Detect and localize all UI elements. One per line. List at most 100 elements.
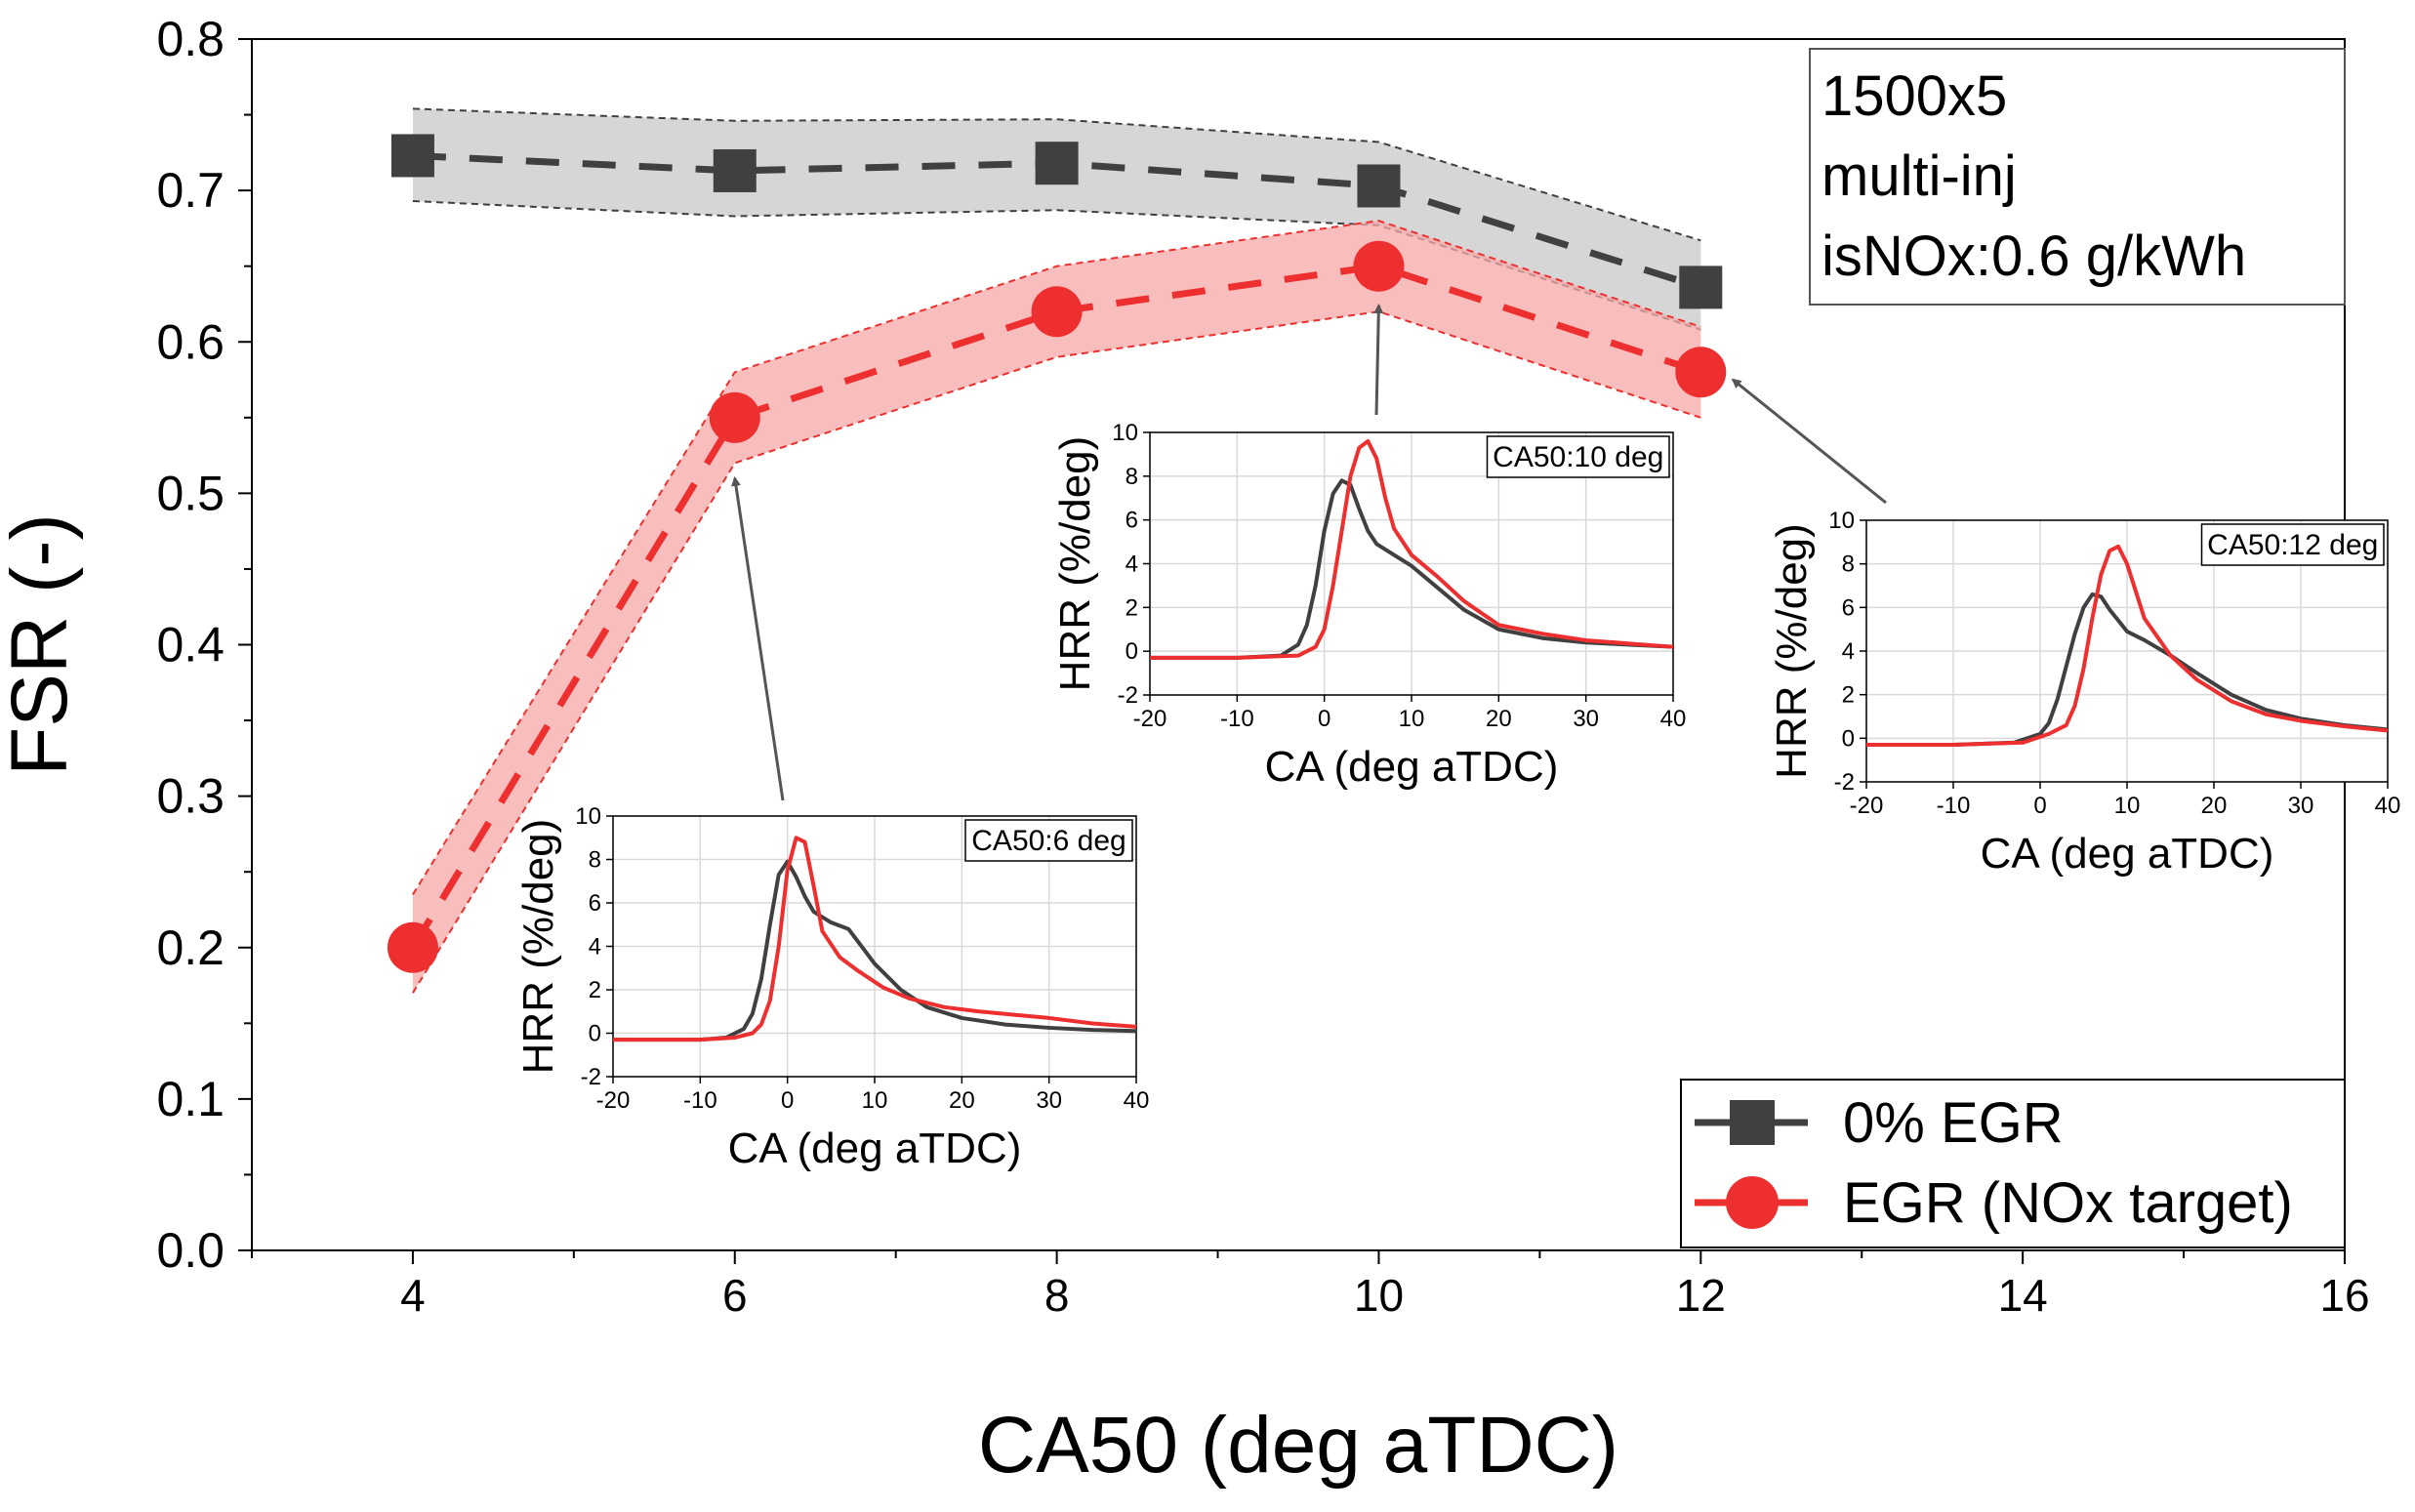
inset-x-tick-label: 10 bbox=[862, 1087, 888, 1114]
y-tick-label: 0.4 bbox=[156, 618, 225, 673]
inset-y-tick-label: 8 bbox=[1126, 464, 1138, 490]
annotation-box: 1500x5 multi-inj isNOx:0.6 g/kWh bbox=[1809, 48, 2346, 306]
band-lower-edge bbox=[412, 310, 1701, 994]
y-tick-label: 0.1 bbox=[156, 1072, 225, 1126]
y-tick-label: 0.0 bbox=[156, 1223, 225, 1278]
data-point-circle bbox=[1031, 286, 1083, 338]
data-point-circle bbox=[1353, 240, 1405, 292]
inset-x-tick-label: -10 bbox=[683, 1087, 717, 1114]
inset-y-tick-label: 0 bbox=[1126, 638, 1138, 665]
inset-x-axis-label: CA (deg aTDC) bbox=[728, 1124, 1022, 1172]
inset-x-tick-label: 20 bbox=[1486, 706, 1512, 732]
inset-hrr-curve bbox=[613, 859, 1137, 1042]
inset-label: CA50:6 deg bbox=[971, 825, 1126, 857]
x-tick-label: 16 bbox=[2319, 1270, 2369, 1321]
inset-hrr-curve bbox=[613, 836, 1137, 1042]
inset-y-tick-label: 10 bbox=[575, 803, 601, 830]
x-tick-label: 14 bbox=[1998, 1270, 2048, 1321]
inset-label-box bbox=[1486, 435, 1670, 478]
inset-x-axis-label: CA (deg aTDC) bbox=[1265, 743, 1559, 791]
inset-x-tick-label: 30 bbox=[1036, 1087, 1062, 1114]
inset-x-tick-label: 20 bbox=[949, 1087, 975, 1114]
inset-y-tick-label: 2 bbox=[1842, 682, 1855, 709]
inset-label: CA50:10 deg bbox=[1493, 441, 1663, 473]
data-point-square bbox=[1357, 164, 1401, 208]
legend-frame bbox=[1680, 1079, 2346, 1248]
inset-hrr-curve bbox=[1150, 478, 1674, 660]
inset-y-tick-label: 6 bbox=[1842, 594, 1855, 621]
inset-x-tick-label: 10 bbox=[2114, 793, 2141, 819]
y-tick-label: 0.6 bbox=[156, 314, 225, 369]
inset-y-tick-label: 10 bbox=[1828, 508, 1855, 534]
inset-x-tick-label: -20 bbox=[596, 1087, 631, 1114]
inset-x-tick-label: 40 bbox=[2375, 793, 2401, 819]
inset-y-tick-label: 2 bbox=[589, 977, 601, 1003]
inset-y-tick-label: -2 bbox=[581, 1064, 601, 1090]
inset-y-tick-label: 0 bbox=[589, 1021, 601, 1047]
y-tick-label: 0.8 bbox=[156, 12, 225, 66]
y-axis-label: FSR (-) bbox=[0, 513, 84, 776]
inset-x-tick-label: 40 bbox=[1124, 1087, 1150, 1114]
inset-label-box bbox=[964, 819, 1133, 862]
inset-hrr-curve bbox=[1150, 438, 1674, 660]
data-point-square bbox=[1679, 266, 1723, 309]
annotation-line: 1500x5 bbox=[1821, 64, 2007, 128]
inset-label: CA50:12 deg bbox=[2207, 529, 2378, 561]
inset-y-axis-label: HRR (%/deg) bbox=[514, 819, 562, 1075]
inset-x-tick-label: 0 bbox=[1318, 706, 1330, 732]
x-tick-label: 4 bbox=[400, 1270, 426, 1321]
data-point-circle bbox=[387, 921, 438, 973]
inset-y-tick-label: 4 bbox=[589, 934, 601, 960]
legend: 0% EGR EGR (NOx target) bbox=[1680, 1079, 2346, 1248]
data-point-square bbox=[390, 134, 434, 178]
inset-y-tick-label: -2 bbox=[1834, 769, 1855, 796]
annotation-line: multi-inj bbox=[1821, 144, 2017, 208]
inset-y-tick-label: 10 bbox=[1112, 420, 1138, 446]
legend-label: EGR (NOx target) bbox=[1843, 1171, 2293, 1235]
inset-y-tick-label: 4 bbox=[1842, 638, 1855, 665]
data-point-circle bbox=[709, 391, 760, 443]
main-plot: 4 6 8 10 12 14 16 0.0 0.1 0.2 0.3 0.4 0.5 0.6 0.7 0.8 CA… bbox=[0, 12, 2370, 1490]
x-tick-label: 8 bbox=[1044, 1270, 1070, 1321]
inset-y-tick-label: 8 bbox=[589, 847, 601, 874]
inset-x-tick-label: -10 bbox=[1937, 793, 1971, 819]
y-tick-label: 0.7 bbox=[156, 163, 225, 218]
inset-y-axis-label: HRR (%/deg) bbox=[1768, 523, 1816, 779]
data-point-square bbox=[713, 148, 757, 192]
inset-x-tick-label: 0 bbox=[781, 1087, 794, 1114]
inset-x-tick-label: 40 bbox=[1660, 706, 1687, 732]
inset-y-tick-label: 0 bbox=[1842, 725, 1855, 752]
y-tick-label: 0.2 bbox=[156, 920, 225, 975]
x-tick-label: 12 bbox=[1676, 1270, 1726, 1321]
annotation-frame bbox=[1809, 48, 2346, 306]
inset-y-tick-label: -2 bbox=[1118, 682, 1138, 709]
legend-marker-circle bbox=[1726, 1176, 1779, 1229]
inset-x-tick-label: -20 bbox=[1133, 706, 1167, 732]
legend-label: 0% EGR bbox=[1843, 1091, 2064, 1155]
inset-x-tick-label: 30 bbox=[1573, 706, 1599, 732]
data-point-square bbox=[1035, 142, 1079, 185]
legend-marker-square bbox=[1730, 1100, 1775, 1145]
inset-y-axis-label: HRR (%/deg) bbox=[1051, 436, 1099, 692]
band-upper-edge bbox=[412, 220, 1701, 895]
inset-pointer-arrow bbox=[1373, 304, 1384, 416]
inset-y-tick-label: 8 bbox=[1842, 552, 1855, 578]
inset-x-tick-label: 30 bbox=[2288, 793, 2314, 819]
inset-pointer-arrow bbox=[1731, 378, 1887, 505]
y-tick-label: 0.5 bbox=[156, 466, 225, 520]
inset-x-axis-label: CA (deg aTDC) bbox=[1981, 830, 2274, 878]
inset-x-tick-label: -10 bbox=[1220, 706, 1254, 732]
inset-hrr-curve bbox=[1866, 544, 2389, 748]
x-tick-label: 6 bbox=[722, 1270, 748, 1321]
inset-pointer-arrow bbox=[731, 475, 785, 801]
band-upper-edge bbox=[412, 107, 1701, 242]
inset-x-tick-label: -20 bbox=[1850, 793, 1884, 819]
inset-y-tick-label: 6 bbox=[1126, 508, 1138, 534]
data-point-circle bbox=[1675, 347, 1727, 398]
inset-x-tick-label: 0 bbox=[2033, 793, 2046, 819]
